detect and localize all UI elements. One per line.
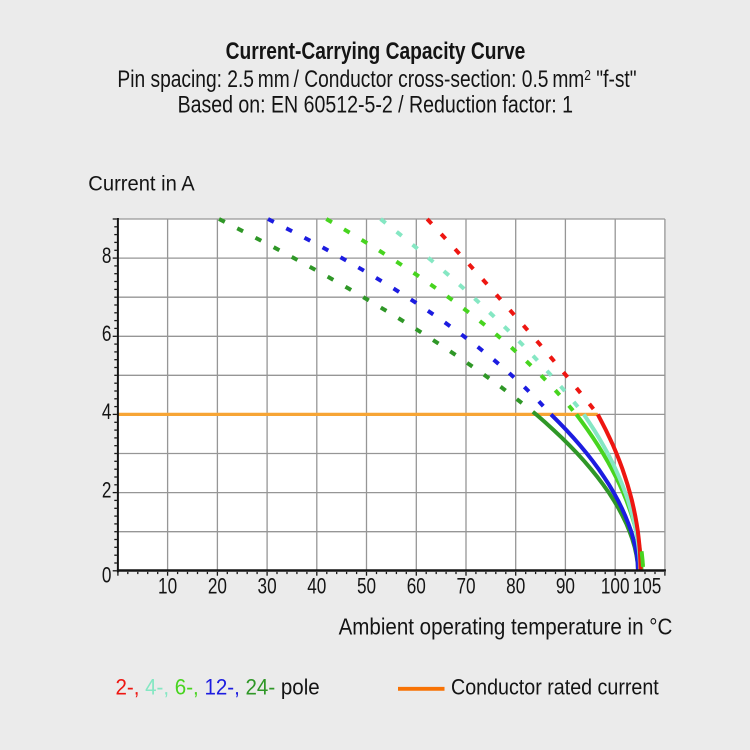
svg-text:Current-Carrying Capacity Curv: Current-Carrying Capacity Curve [226, 37, 526, 65]
svg-text:50: 50 [357, 575, 376, 600]
svg-text:2: 2 [102, 478, 112, 503]
svg-text:105: 105 [633, 575, 662, 600]
svg-text:Based on: EN 60512-5-2 / Reduc: Based on: EN 60512-5-2 / Reduction facto… [178, 90, 573, 117]
svg-text:Pin spacing: 2.5 mm / Conducto: Pin spacing: 2.5 mm / Conductor cross-se… [117, 65, 636, 93]
svg-text:90: 90 [556, 575, 575, 600]
svg-text:60: 60 [407, 575, 426, 600]
svg-text:6: 6 [102, 322, 112, 347]
svg-text:70: 70 [456, 575, 475, 600]
svg-text:100: 100 [601, 575, 630, 600]
svg-text:Conductor rated current: Conductor rated current [451, 676, 659, 700]
svg-text:10: 10 [158, 575, 177, 600]
svg-text:Ambient operating temperature: Ambient operating temperature in °C [339, 613, 673, 639]
svg-text:0: 0 [102, 563, 112, 588]
svg-text:40: 40 [307, 575, 326, 600]
svg-text:4: 4 [102, 400, 112, 425]
svg-text:2-, 4-, 6-, 12-, 24- pole: 2-, 4-, 6-, 12-, 24- pole [116, 675, 320, 700]
svg-text:20: 20 [208, 575, 227, 600]
svg-text:8: 8 [102, 244, 112, 269]
svg-text:30: 30 [258, 575, 277, 600]
svg-text:Current in A: Current in A [88, 172, 195, 195]
svg-text:80: 80 [506, 575, 525, 600]
